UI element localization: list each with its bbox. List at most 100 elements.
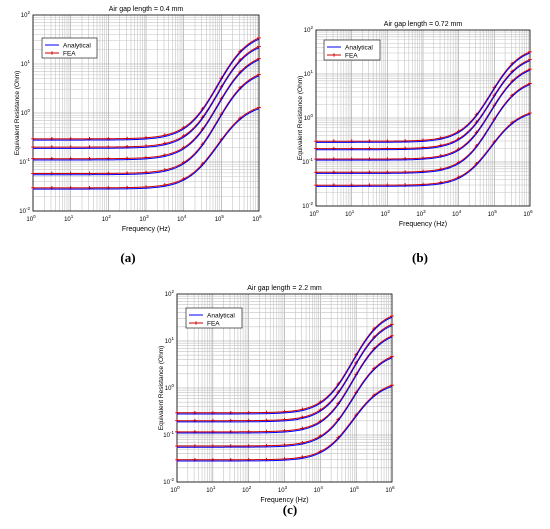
x-tick-label: 103	[416, 209, 426, 218]
legend-label: FEA	[63, 51, 76, 58]
y-tick-label: 102	[304, 25, 314, 34]
fea-data-point	[257, 105, 261, 110]
legend-marker	[194, 321, 198, 325]
y-tick-label: 10-1	[19, 157, 30, 166]
analytical-series-line	[33, 47, 260, 149]
curve-1	[31, 36, 261, 141]
analytical-series-line	[316, 113, 531, 187]
y-tick-label: 10-2	[163, 477, 174, 486]
chart-title: Air gap length = 0.4 mm	[109, 6, 184, 13]
fea-data-point	[257, 56, 261, 61]
y-tick-label: 10-2	[302, 201, 313, 210]
analytical-series-line	[316, 52, 531, 143]
y-axis-label: Equivalent Resistance (Ohm)	[14, 71, 21, 156]
x-tick-label: 105	[350, 485, 360, 494]
axes-frame	[315, 29, 531, 207]
y-tick-label: 101	[165, 336, 175, 345]
x-tick-label: 106	[252, 214, 262, 223]
grid-lines	[315, 30, 530, 207]
chart-panel-2: 100 101 102 103 104 105 106 10-2 10-1 100 101 102 Ai…	[297, 21, 533, 265]
legend-marker	[332, 53, 336, 57]
curve-2	[175, 322, 394, 423]
y-tick-label: 102	[165, 289, 175, 298]
analytical-series-line	[33, 108, 260, 190]
x-tick-label: 102	[381, 209, 391, 218]
curve-3	[175, 334, 394, 434]
y-tick-label: 10-1	[302, 157, 313, 166]
analytical-series-line	[316, 60, 531, 151]
curve-3	[314, 67, 532, 161]
axes-frame	[176, 293, 393, 483]
x-tick-label: 105	[488, 209, 498, 218]
legend-label: Analytical	[207, 313, 235, 320]
panel-tag: (c)	[283, 502, 297, 517]
x-tick-label: 103	[278, 485, 288, 494]
chart-panel-3: 100 101 102 103 104 105 106 10-2 10-1 100 101 102 Ai…	[158, 285, 395, 517]
curve-5	[31, 105, 261, 190]
y-tick-label: 10-1	[163, 430, 174, 439]
x-axis-label: Frequency (Hz)	[122, 226, 170, 233]
x-tick-label: 104	[177, 214, 187, 223]
y-tick-label: 102	[21, 10, 31, 19]
x-tick-label: 104	[452, 209, 462, 218]
curve-2	[314, 57, 532, 151]
x-tick-label: 106	[523, 209, 533, 218]
analytical-series-line	[177, 385, 393, 462]
curve-1	[175, 314, 394, 415]
panel-tag: (a)	[120, 250, 135, 265]
x-tick-label: 102	[102, 214, 112, 223]
curve-4	[314, 81, 532, 175]
x-tick-label: 103	[139, 214, 149, 223]
analytical-series-line	[33, 38, 260, 141]
y-axis-label: Equivalent Resistance (Ohm)	[297, 76, 304, 161]
analytical-series-line	[177, 316, 393, 415]
y-tick-label: 101	[304, 69, 314, 78]
y-axis-label: Equivalent Resistance (Ohm)	[158, 346, 165, 431]
x-tick-label: 101	[345, 209, 355, 218]
curve-4	[175, 354, 394, 448]
x-tick-label: 104	[314, 485, 324, 494]
fea-data-point	[257, 36, 261, 40]
analytical-series-line	[177, 336, 393, 434]
analytical-series-line	[177, 357, 393, 448]
curve-4	[31, 72, 261, 176]
x-tick-label: 101	[206, 485, 216, 494]
curve-5	[314, 111, 532, 188]
chart-title: Air gap length = 2.2 mm	[247, 285, 322, 292]
analytical-series-line	[316, 69, 531, 161]
curve-2	[31, 44, 261, 149]
curve-1	[314, 50, 532, 144]
grid-lines	[176, 294, 392, 483]
x-tick-label: 105	[215, 214, 225, 223]
analytical-series-line	[33, 59, 260, 161]
analytical-series-line	[316, 84, 531, 174]
x-axis-label: Frequency (Hz)	[260, 497, 308, 504]
x-tick-label: 106	[385, 485, 395, 494]
legend-label: Analytical	[63, 43, 91, 50]
x-axis-label: Frequency (Hz)	[399, 221, 447, 228]
fea-data-point	[257, 44, 261, 49]
panel-tag: (b)	[412, 250, 428, 265]
x-tick-label: 101	[64, 214, 74, 223]
analytical-series-line	[177, 325, 393, 423]
analytical-series-line	[33, 75, 260, 176]
curve-5	[175, 383, 394, 462]
y-tick-label: 100	[165, 383, 175, 392]
x-tick-label: 102	[242, 485, 252, 494]
legend-marker	[50, 51, 54, 55]
fea-data-point	[257, 72, 261, 77]
y-tick-label: 101	[21, 59, 31, 68]
legend-label: FEA	[207, 321, 220, 328]
curve-3	[31, 56, 261, 161]
legend-label: Analytical	[345, 45, 373, 52]
y-tick-label: 10-2	[19, 206, 30, 215]
x-tick-label: 100	[309, 209, 319, 218]
axes-frame	[32, 14, 260, 212]
x-tick-label: 100	[26, 214, 36, 223]
x-tick-label: 100	[170, 485, 180, 494]
legend-label: FEA	[345, 53, 358, 60]
